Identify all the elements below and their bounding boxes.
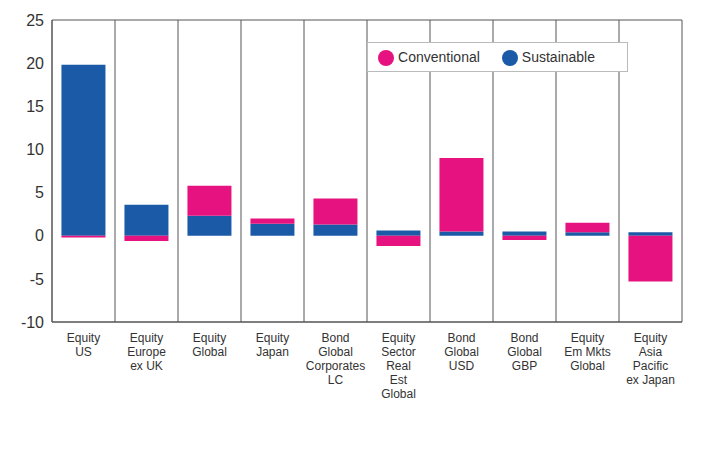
svg-text:BondGlobalGBP: BondGlobalGBP [507,331,542,373]
svg-text:EquityEuropeex UK: EquityEuropeex UK [127,331,166,373]
svg-text:EquityEm MktsGlobal: EquityEm MktsGlobal [564,331,611,373]
svg-text:0: 0 [35,227,44,244]
svg-text:-5: -5 [30,271,44,288]
svg-text:EquityJapan: EquityJapan [256,331,289,359]
svg-text:5: 5 [35,184,44,201]
html-text:Conventional: Conventional [398,49,480,65]
svg-text:EquitySectorRealEstGlobal: EquitySectorRealEstGlobal [381,331,416,401]
svg-text:BondGlobalCorporatesLC: BondGlobalCorporatesLC [306,331,365,387]
svg-text:EquityGlobal: EquityGlobal [192,331,227,359]
html-text:Sustainable: Sustainable [521,49,595,65]
svg-text:-10: -10 [21,314,44,331]
svg-text:25: 25 [26,12,44,29]
svg-text:EquityAsiaPacificex Japan: EquityAsiaPacificex Japan [626,331,675,387]
svg-text:20: 20 [26,55,44,72]
svg-text:EquityUS: EquityUS [67,331,100,359]
svg-text:BondGlobalUSD: BondGlobalUSD [444,331,479,373]
svg-text:10: 10 [26,141,44,158]
svg-text:15: 15 [26,98,44,115]
